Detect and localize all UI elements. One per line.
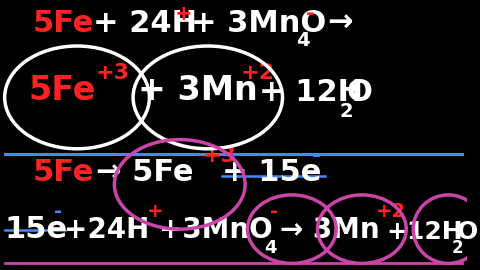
Text: 4: 4 [297,31,310,50]
Text: + 24H: + 24H [94,9,197,38]
Text: +12H: +12H [386,220,463,244]
Text: -: - [312,146,321,166]
Text: 5Fe: 5Fe [28,74,96,107]
Text: +: + [175,4,193,23]
Text: →: → [327,9,352,38]
Text: 15e: 15e [5,215,68,244]
Text: 2: 2 [340,102,354,121]
Text: + 3Mn: + 3Mn [138,74,257,107]
Text: +24H: +24H [64,216,150,244]
Text: + 3MnO: + 3MnO [192,9,327,38]
Text: -: - [306,4,314,23]
Text: +3: +3 [96,63,130,83]
Text: → 5Fe: → 5Fe [96,158,193,187]
Text: +: + [147,202,164,221]
Text: 5Fe: 5Fe [33,9,94,38]
Text: + 15e: + 15e [222,158,321,187]
Text: -: - [270,202,278,221]
Text: -: - [54,202,62,221]
Text: 5Fe: 5Fe [33,158,94,187]
Text: 4: 4 [264,239,276,257]
Text: → 3Mn: → 3Mn [280,216,380,244]
Text: +2: +2 [376,202,406,221]
Text: O: O [456,220,478,244]
Text: +2: +2 [240,63,275,83]
Text: +3MnO: +3MnO [159,216,272,244]
Text: + 12H: + 12H [259,77,363,107]
Text: 2: 2 [452,239,464,257]
Text: O: O [347,77,372,107]
Text: +3: +3 [203,146,237,166]
